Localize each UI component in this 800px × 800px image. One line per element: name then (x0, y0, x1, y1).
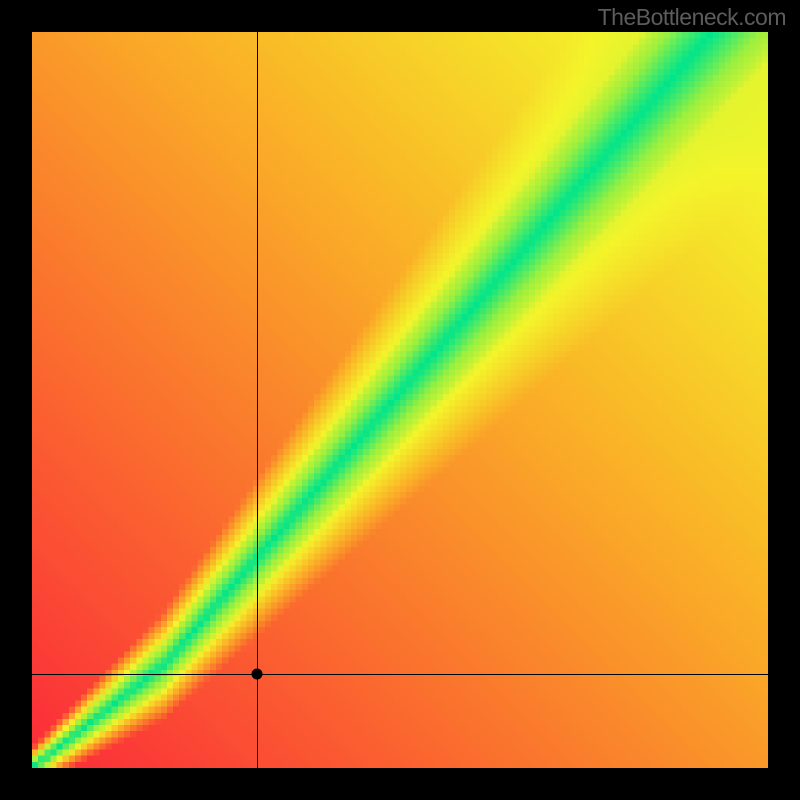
heatmap-plot (32, 32, 768, 768)
attribution-text: TheBottleneck.com (598, 4, 786, 31)
selection-marker (252, 668, 263, 679)
chart-container: TheBottleneck.com (0, 0, 800, 800)
crosshair-vertical (257, 32, 258, 768)
heatmap-canvas (32, 32, 768, 768)
crosshair-horizontal (32, 674, 768, 675)
